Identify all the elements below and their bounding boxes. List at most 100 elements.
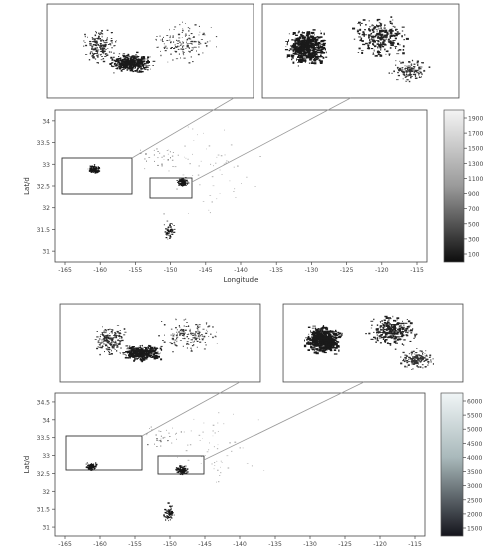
speckle (175, 327, 177, 329)
speckle (142, 66, 144, 69)
speckle (113, 60, 116, 62)
speckle (246, 176, 248, 178)
speckle (381, 320, 383, 322)
speckle (129, 64, 132, 66)
speckle (113, 45, 116, 47)
speckle (156, 46, 159, 48)
speckle (406, 326, 410, 328)
speckle (322, 40, 327, 41)
speckle (418, 72, 420, 75)
speckle (169, 232, 171, 234)
speckle (139, 352, 140, 355)
speckle (338, 336, 340, 338)
speckle (113, 347, 115, 349)
mask (254, 4, 262, 98)
speckle (405, 75, 408, 77)
speckle (215, 335, 217, 338)
speckle (402, 69, 404, 71)
speckle (130, 59, 134, 61)
speckle (131, 349, 134, 351)
speckle (311, 334, 313, 336)
speckle (115, 64, 118, 66)
speckle (216, 198, 218, 200)
speckle (161, 40, 163, 42)
speckle (134, 55, 136, 57)
speckle (139, 70, 143, 73)
speckle (372, 53, 375, 55)
speckle (307, 54, 309, 57)
speckle (199, 339, 201, 340)
speckle (317, 43, 321, 45)
speckle (156, 357, 159, 359)
speckle (145, 66, 149, 68)
speckle (323, 350, 325, 353)
speckle (327, 336, 329, 339)
speckle (178, 37, 181, 39)
speckle (320, 347, 325, 350)
speckle (379, 54, 382, 55)
speckle (310, 31, 315, 34)
speckle (394, 328, 397, 329)
speckle (384, 341, 386, 343)
speckle (202, 52, 204, 54)
speckle (422, 356, 424, 358)
speckle (386, 34, 388, 37)
speckle (315, 351, 318, 353)
speckle (177, 333, 178, 335)
speckle (98, 338, 101, 340)
speckle (185, 181, 187, 183)
speckle (102, 60, 106, 63)
speckle (386, 322, 387, 325)
speckle (312, 338, 316, 341)
speckle (217, 154, 220, 156)
speckle (166, 515, 169, 517)
speckle (126, 357, 130, 359)
speckle (384, 24, 385, 27)
speckle (177, 33, 181, 36)
speckle (314, 327, 317, 330)
speckle (321, 333, 323, 335)
speckle (380, 321, 381, 324)
speckle (95, 169, 98, 171)
speckle (425, 355, 428, 357)
speckle (305, 337, 308, 339)
speckle (109, 343, 111, 345)
speckle (393, 327, 397, 328)
speckle (335, 337, 338, 340)
speckle (109, 333, 110, 334)
speckle (192, 153, 193, 155)
speckle (380, 42, 381, 44)
speckle (312, 343, 315, 345)
speckle (363, 35, 365, 37)
speckle (325, 339, 329, 342)
speckle (392, 44, 394, 47)
speckle (128, 55, 130, 58)
speckle (129, 352, 131, 354)
speckle (198, 434, 201, 436)
speckle (306, 338, 308, 341)
colorbar-tick-label: 4500 (467, 441, 482, 448)
speckle (170, 512, 172, 514)
speckle (306, 31, 311, 34)
speckle (314, 49, 316, 50)
speckle (170, 226, 172, 228)
speckle (149, 355, 151, 358)
speckle (100, 54, 102, 56)
speckle (408, 353, 410, 355)
speckle (179, 470, 182, 472)
speckle (119, 352, 121, 354)
speckle (335, 343, 337, 345)
speckle (127, 57, 129, 58)
speckle (106, 337, 109, 339)
speckle (92, 52, 93, 55)
speckle (89, 40, 91, 43)
speckle (165, 237, 168, 239)
speckle (93, 53, 96, 54)
speckle (95, 41, 98, 43)
speckle (402, 334, 404, 336)
speckle (164, 334, 165, 336)
speckle (175, 334, 178, 337)
speckle (153, 352, 156, 355)
speckle (233, 166, 235, 168)
speckle (388, 325, 390, 328)
